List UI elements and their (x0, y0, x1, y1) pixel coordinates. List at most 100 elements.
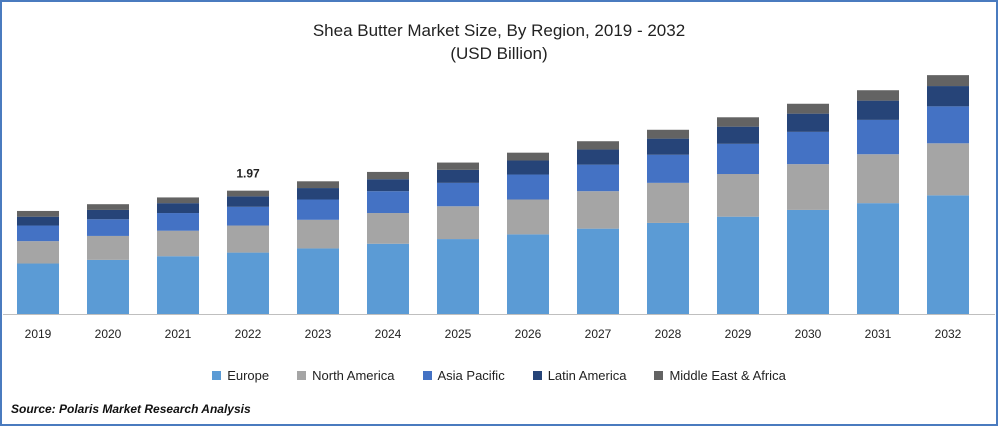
bar-segment (87, 219, 129, 236)
bar-segment (577, 141, 619, 150)
bar-segment (17, 225, 59, 242)
bar-segment (367, 213, 409, 244)
bar-segment (87, 235, 129, 260)
bar-segment (577, 228, 619, 314)
bar-segment (857, 154, 899, 204)
chart-subtitle: (USD Billion) (450, 44, 548, 63)
bar-segment (17, 216, 59, 226)
bar-segment (927, 143, 969, 196)
legend-item: Middle East & Africa (654, 368, 786, 383)
x-tick-label: 2021 (165, 327, 192, 341)
bar-segment (717, 143, 759, 175)
bar-segment (297, 181, 339, 189)
bar-segment (577, 191, 619, 229)
bar-segment (437, 206, 479, 240)
bar-segment (87, 204, 129, 210)
x-tick-label: 2032 (935, 327, 962, 341)
bar-segment (297, 219, 339, 249)
bar-segment (297, 188, 339, 200)
bar-segment (227, 252, 269, 314)
bar-segment (507, 174, 549, 200)
x-tick-label: 2024 (375, 327, 402, 341)
legend-item: Latin America (532, 368, 627, 383)
data-label: 1.97 (236, 167, 260, 181)
legend-label: Europe (227, 368, 270, 383)
bar-segment (717, 216, 759, 314)
bar-segment (717, 126, 759, 144)
bar-segment (507, 152, 549, 161)
bar-segment (437, 162, 479, 170)
legend-item: Europe (212, 368, 269, 383)
bar-segment (157, 213, 199, 231)
x-tick-label: 2022 (235, 327, 262, 341)
bar-segment (787, 103, 829, 114)
x-tick-label: 2020 (95, 327, 122, 341)
x-tick-label: 2019 (25, 327, 52, 341)
bar-segment (437, 169, 479, 183)
x-tick-label: 2023 (305, 327, 332, 341)
bar-segment (787, 164, 829, 210)
bar-segment (787, 131, 829, 165)
x-tick-label: 2030 (795, 327, 822, 341)
bar-segment (227, 206, 269, 226)
bar-segment (157, 230, 199, 257)
bar-segment (17, 210, 59, 217)
bar-segment (647, 222, 689, 314)
x-tick-label: 2028 (655, 327, 682, 341)
bar-segment (857, 90, 899, 101)
x-tick-label: 2031 (865, 327, 892, 341)
legend-item: North America (297, 368, 395, 383)
bar-segment (17, 241, 59, 264)
bar-segment (227, 190, 269, 197)
bar-segment (87, 209, 129, 220)
legend-swatch (422, 371, 432, 380)
legend-swatch (297, 371, 307, 380)
bar-segment (507, 234, 549, 314)
bar-segment (647, 154, 689, 183)
chart-title: Shea Butter Market Size, By Region, 2019… (312, 21, 686, 40)
bar-segment (227, 196, 269, 207)
bar-segment (157, 256, 199, 314)
legend-swatch (532, 371, 542, 380)
legend-item: Asia Pacific (422, 368, 505, 383)
x-tick-label: 2026 (515, 327, 542, 341)
bar-segment (507, 160, 549, 175)
bar-segment (717, 117, 759, 127)
bar-segment (927, 75, 969, 87)
bar-segment (927, 86, 969, 107)
legend-label: North America (312, 368, 395, 383)
x-tick-label: 2025 (445, 327, 472, 341)
bar-segment (717, 174, 759, 217)
bar-segment (227, 225, 269, 253)
bar-segment (857, 203, 899, 314)
bar-segment (927, 195, 969, 314)
legend-label: Latin America (547, 368, 627, 383)
legend-label: Asia Pacific (437, 368, 505, 383)
bar-segment (297, 248, 339, 314)
bar-segment (787, 209, 829, 314)
bar-segment (577, 164, 619, 192)
bar-segment (647, 182, 689, 223)
source-note: Source: Polaris Market Research Analysis (11, 402, 251, 416)
bar-segment (367, 243, 409, 314)
chart-legend: Europe North America Asia Pacific Latin Ame… (0, 368, 998, 383)
bar-segment (857, 100, 899, 120)
bar-segment (857, 119, 899, 155)
bar-segment (17, 263, 59, 314)
bar-segment (787, 113, 829, 132)
legend-swatch (654, 371, 664, 380)
bar-segment (367, 191, 409, 214)
x-tick-label: 2027 (585, 327, 612, 341)
bar-segment (87, 259, 129, 314)
bar-segment (157, 203, 199, 214)
bar-segment (577, 149, 619, 165)
bar-segment (927, 106, 969, 144)
bar-segment (157, 197, 199, 204)
bar-segment (437, 182, 479, 207)
bar-segment (367, 179, 409, 192)
bar-segment (507, 199, 549, 235)
x-tick-label: 2029 (725, 327, 752, 341)
bar-segment (647, 138, 689, 155)
bar-segment (297, 199, 339, 220)
